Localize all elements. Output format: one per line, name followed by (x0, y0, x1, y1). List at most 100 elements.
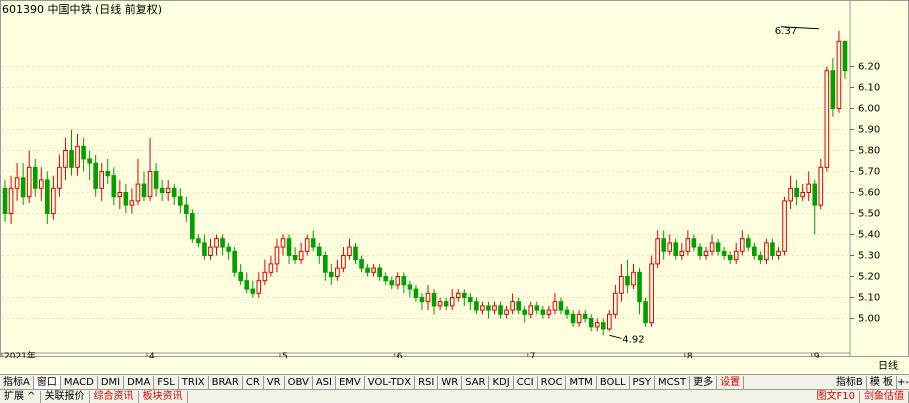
period-label[interactable]: 日线 (878, 361, 898, 372)
y-tick-label: 5.80 (858, 146, 880, 157)
candle-body (510, 301, 515, 311)
indicator-tab[interactable]: 指标A (0, 375, 34, 390)
candle-body (413, 288, 419, 299)
indicator-tab[interactable]: 更多 (690, 375, 718, 390)
candle-body (443, 301, 449, 307)
indicator-right-tab[interactable]: 指标B (833, 375, 867, 390)
candle-body (606, 313, 612, 330)
indicator-tab[interactable]: ASI (313, 375, 336, 390)
candle-body (673, 242, 679, 256)
indicator-tab[interactable]: SAR (462, 375, 490, 390)
candle-body (45, 179, 50, 214)
indicator-tab[interactable]: FSL (154, 375, 179, 390)
indicator-tab[interactable]: ROC (538, 375, 567, 390)
indicator-tab[interactable]: BRAR (209, 375, 243, 390)
candle-body (540, 309, 546, 315)
status-tab[interactable]: 关联报价 (41, 390, 90, 403)
y-tick-label: 6.00 (858, 104, 880, 115)
chart-title: 601390 中国中铁 (日线 前复权) (2, 3, 163, 16)
candle-body (528, 305, 534, 315)
candle-body (546, 309, 552, 315)
status-tab[interactable]: 扩展 ^ (0, 390, 41, 403)
y-tick-label: 5.60 (858, 188, 880, 199)
candle-body (407, 284, 413, 290)
candlestick-chart[interactable]: 5.00 5.10 5.20 5.30 5.40 5.50 5.60 5.70 5.80 5.90… (0, 0, 909, 362)
candle-body (208, 246, 213, 257)
candle-body (280, 238, 286, 248)
candle-body (455, 292, 461, 298)
candle-body (20, 177, 26, 198)
indicator-tab[interactable]: EMV (336, 375, 365, 390)
y-tick-label: 5.70 (858, 167, 880, 178)
indicator-tab[interactable]: CCI (514, 375, 538, 390)
indicator-tab[interactable]: RSI (415, 375, 439, 390)
candle-body (637, 271, 642, 303)
y-tick-label: 5.40 (858, 230, 880, 241)
indicator-tab[interactable]: 窗口 (33, 375, 61, 390)
indicator-tab[interactable]: DMA (124, 375, 155, 390)
candle-body (564, 309, 570, 315)
candle-body (794, 187, 799, 198)
x-tick-label: 5 (282, 352, 288, 358)
indicator-tab[interactable]: DMI (98, 375, 125, 390)
candle-body (256, 280, 262, 294)
indicator-tab[interactable]: KDJ (489, 375, 514, 390)
indicator-tab[interactable]: CR (243, 375, 264, 390)
annotation-high: 6.37 (775, 26, 797, 37)
candle-body (721, 250, 727, 257)
candle-body (171, 187, 177, 198)
candle-body (582, 313, 588, 319)
annotation-low: 4.92 (622, 334, 644, 345)
candle-body (353, 246, 358, 261)
candle-body (449, 297, 455, 307)
candle-body (274, 246, 280, 265)
indicator-tab[interactable]: MTM (566, 375, 597, 390)
indicator-tab[interactable]: MCST (655, 375, 691, 390)
indicator-tab[interactable]: WR (438, 375, 463, 390)
candle-body (558, 301, 564, 311)
candle-body (341, 255, 346, 269)
candle-body (625, 276, 630, 286)
indicator-right-tab[interactable]: 模 板 (867, 375, 897, 390)
indicator-tab[interactable]: VOL-TDX (365, 375, 416, 390)
y-tick-label: 5.30 (858, 251, 880, 262)
indicator-tab[interactable]: BOLL (597, 375, 630, 390)
candle-body (468, 297, 473, 303)
candle-body (770, 242, 775, 256)
chart-svg[interactable]: 5.00 5.10 5.20 5.30 5.40 5.50 5.60 5.70 5.80 5.90… (0, 0, 909, 362)
candle-body (824, 70, 830, 168)
indicator-tab-bar: 指标A 窗口 MACD DMI DMA FSL TRIX BRAR CR VR OBV ASI EMV V… (0, 361, 909, 390)
indicator-tab[interactable]: 设置 (717, 375, 745, 390)
status-tab[interactable]: 板块资讯 (139, 390, 188, 403)
y-tick-label: 6.10 (858, 83, 880, 94)
candle-body (38, 179, 44, 189)
plus-button[interactable]: + (897, 377, 906, 388)
x-tick-label: 4 (149, 352, 155, 358)
status-tab[interactable]: 综合资讯 (90, 390, 139, 403)
candle-body (329, 271, 334, 277)
y-tick-label: 5.50 (858, 209, 880, 220)
candle-body (679, 250, 685, 257)
candle-body (335, 267, 340, 278)
candle-body (685, 238, 691, 252)
x-tick-label: 7 (530, 352, 536, 358)
candle-body (383, 276, 389, 282)
candle-body (220, 238, 225, 248)
candle-body (395, 276, 401, 286)
minus-button[interactable]: - (905, 377, 909, 388)
candle-body (202, 242, 207, 256)
candle-body (2, 187, 8, 215)
candle-body (99, 171, 105, 189)
candle-body (226, 246, 231, 252)
indicator-tab[interactable]: PSY (630, 375, 656, 390)
indicator-tab[interactable]: VR (264, 375, 285, 390)
candle-body (419, 297, 425, 303)
status-right-tab[interactable]: 剑鱼估值 (860, 390, 909, 403)
indicator-tab[interactable]: TRIX (179, 375, 209, 390)
candle-body (286, 238, 292, 256)
y-tick-label: 5.10 (858, 293, 880, 304)
indicator-tab[interactable]: MACD (61, 375, 98, 390)
indicator-tab[interactable]: OBV (285, 375, 313, 390)
candle-body (588, 318, 594, 328)
status-right-tab[interactable]: 图文F10 (813, 390, 860, 403)
